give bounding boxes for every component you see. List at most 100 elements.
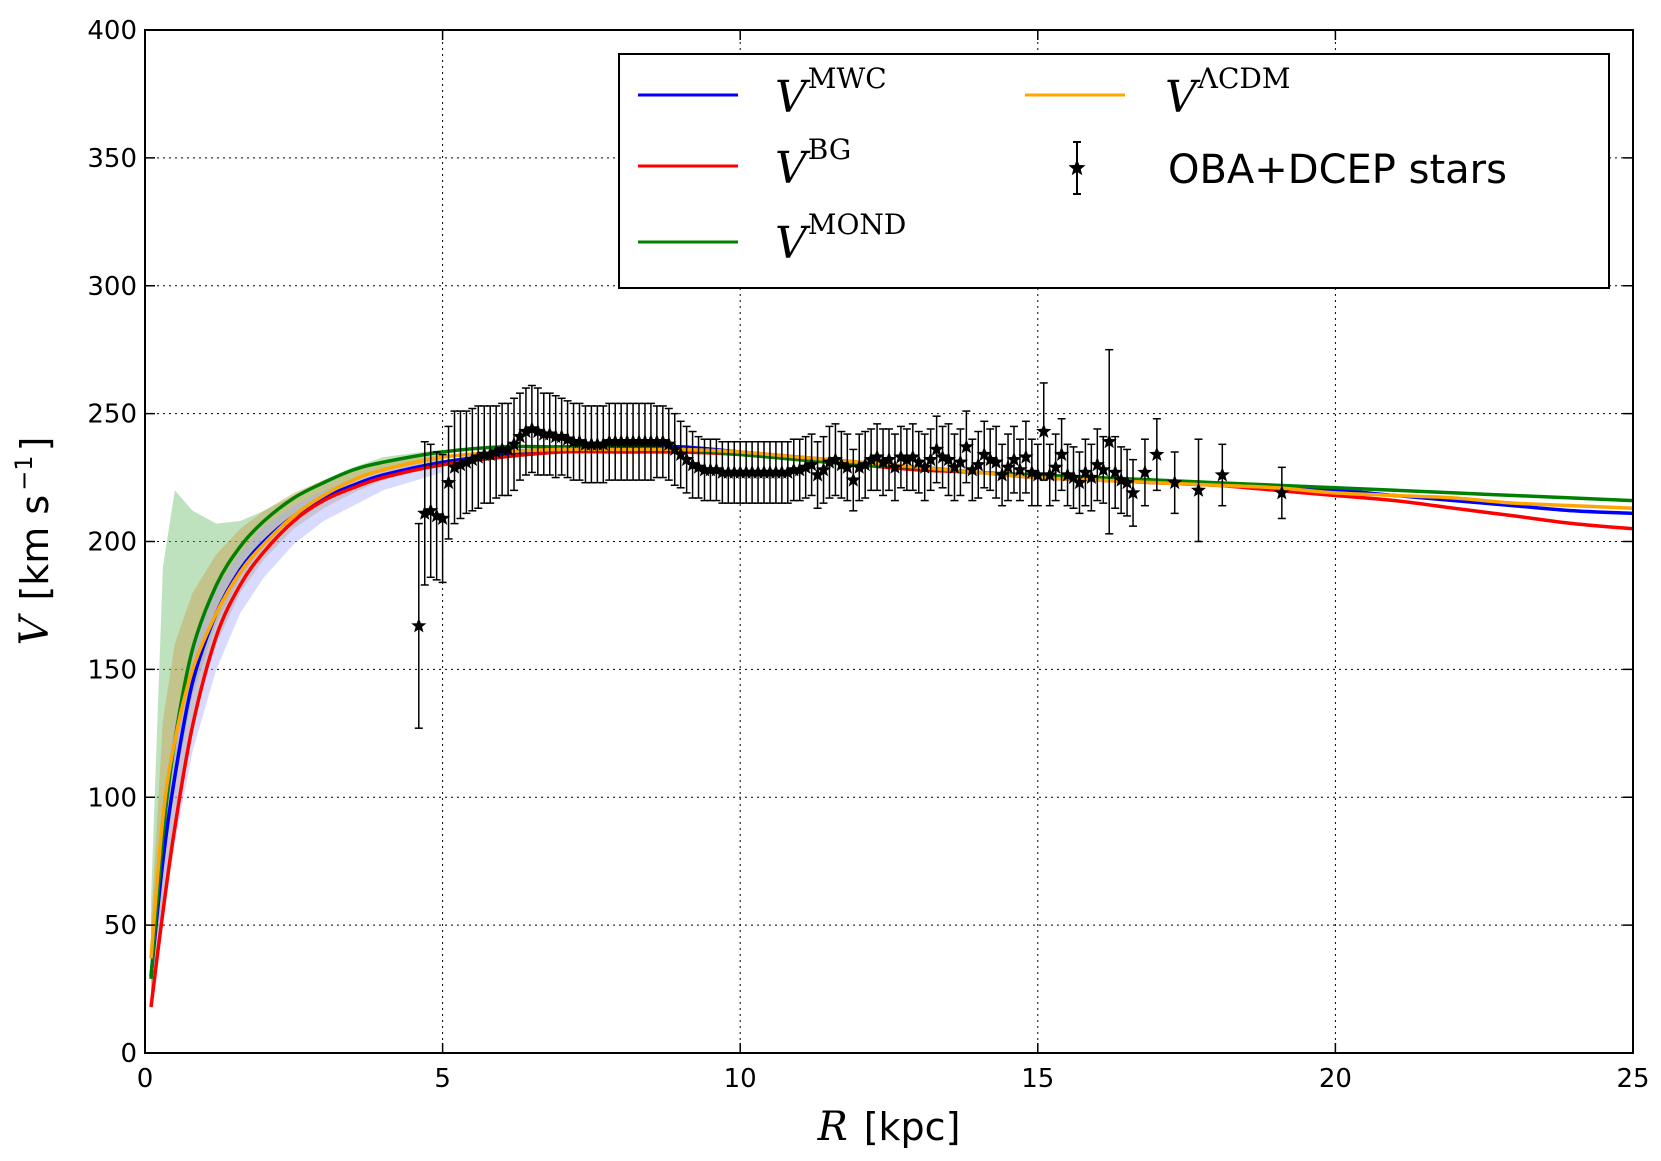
star-marker [506,436,522,451]
star-marker [881,451,897,467]
star-point [1214,443,1230,507]
star-marker [929,441,945,456]
star-point [845,448,861,512]
star-point [1065,446,1082,510]
star-marker [613,433,629,449]
star-point [542,392,558,476]
y-axis-unit: [km s [13,495,57,601]
star-datapoints [411,348,1290,729]
y-tick-label: 300 [87,272,137,302]
star-marker [577,436,594,451]
star-point [1113,446,1129,515]
star-marker [524,421,540,436]
star-marker [720,464,736,479]
star-point [810,441,826,510]
star-marker [792,461,808,477]
star-marker [440,474,457,490]
star-marker [554,428,570,444]
star-marker [1101,433,1117,449]
star-marker [571,433,588,449]
star-marker [661,436,677,451]
star-marker [708,461,724,477]
star-point [857,430,873,499]
star-marker [804,456,820,472]
legend-label-stars: OBA+DCEP stars [1168,147,1507,193]
y-tick-label: 100 [87,783,137,813]
star-point [685,430,701,499]
star-marker [476,446,492,461]
star-point [560,400,576,479]
star-point [1071,451,1088,515]
star-point [923,428,939,492]
star-point [518,387,534,476]
y-tick-label: 400 [87,16,137,46]
star-point [935,425,951,489]
star-marker [905,449,921,464]
star-point [1125,458,1141,527]
star-point [1119,448,1135,517]
star-marker [1125,484,1141,500]
star-point [804,433,820,497]
legend-label-mwc: VMWC [775,62,887,123]
star-point [899,428,915,492]
y-tick-label: 150 [87,655,137,685]
star-marker [714,464,730,479]
star-point [798,435,814,499]
star-point [946,433,963,502]
star-point [929,415,945,484]
star-point [1149,417,1165,492]
x-tick-label: 5 [434,1064,451,1094]
x-tick-label: 25 [1616,1064,1649,1094]
star-marker [821,454,838,469]
star-marker [565,433,582,449]
legend-entry-mond: VMOND [638,208,906,269]
star-marker [851,459,867,474]
star-marker [869,449,885,464]
star-marker [667,441,683,456]
star-marker [875,454,891,469]
star-point [423,443,439,579]
star-marker [887,459,903,474]
star-marker [952,454,968,469]
star-point [839,433,855,502]
star-marker [732,464,748,479]
star-marker [827,451,843,467]
star-point [708,438,724,502]
star-marker [536,426,552,441]
star-marker [857,456,873,472]
y-axis-label: V [km s −1 ] [10,437,58,646]
star-marker [917,459,933,474]
star-marker [1107,464,1123,479]
star-point [905,423,921,492]
star-point [1000,433,1016,502]
star-marker [512,428,528,444]
star-marker [911,454,927,469]
star-point [988,425,1004,499]
star-marker [1214,467,1230,482]
star-marker [583,436,599,451]
star-marker [500,441,516,456]
star-marker [786,461,802,477]
star-marker [1030,467,1046,482]
star-marker [863,451,879,467]
star-marker [1095,461,1111,477]
star-marker [542,426,558,441]
star-point [994,443,1010,507]
star-point [1083,443,1099,512]
x-tick-label: 10 [724,1064,757,1094]
star-point [440,425,457,540]
star-marker [1024,464,1040,479]
star-point [1274,466,1290,520]
star-marker [839,459,855,474]
legend-label-bg: VBG [775,133,851,194]
star-point [958,410,974,484]
y-tick-label: 200 [87,528,137,558]
star-point [911,430,927,494]
y-axis-unit-exponent: −1 [10,455,38,490]
star-marker [435,510,451,525]
legend-label-mond: VMOND [775,208,906,269]
star-point [1048,433,1064,502]
y-axis-var: V [12,612,58,645]
star-point [1030,443,1046,507]
